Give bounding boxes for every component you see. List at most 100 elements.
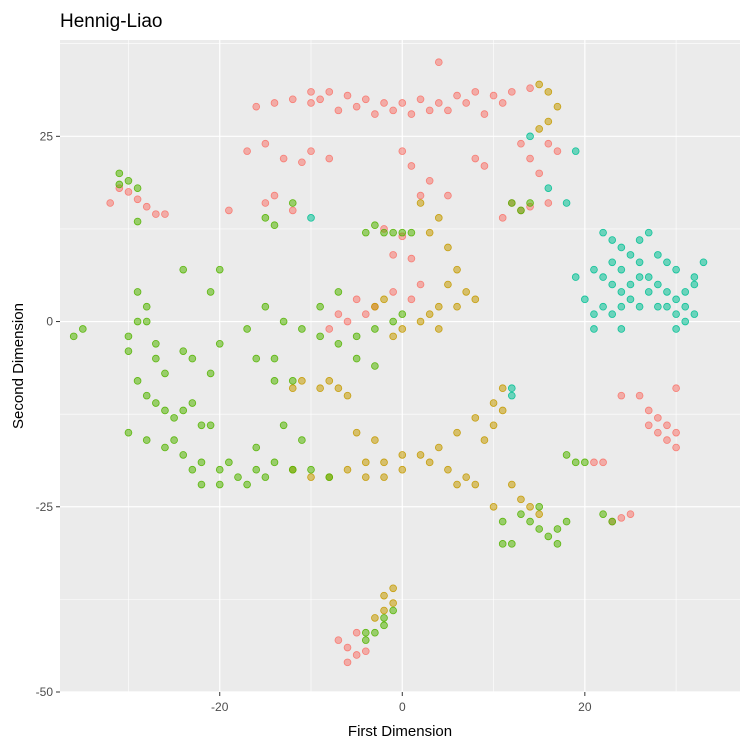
data-point-teal <box>681 317 690 326</box>
data-point-green <box>361 636 370 644</box>
data-point-olive <box>498 384 507 393</box>
data-point-teal <box>672 265 680 274</box>
data-point-salmon <box>307 99 315 107</box>
data-point-olive <box>444 465 452 474</box>
data-point-salmon <box>298 158 306 167</box>
data-point-green <box>371 628 379 637</box>
data-point-salmon <box>407 295 416 304</box>
data-point-teal <box>644 228 653 237</box>
y-axis-title: Second Dimension <box>10 303 27 429</box>
data-point-salmon <box>243 147 251 155</box>
data-point-teal <box>571 147 580 155</box>
data-point-salmon <box>261 139 270 148</box>
data-point-green <box>252 443 261 452</box>
data-point-teal <box>307 214 315 222</box>
data-point-salmon <box>672 443 680 452</box>
data-point-teal <box>663 258 671 267</box>
data-point-green <box>508 540 516 548</box>
data-point-olive <box>498 406 507 415</box>
data-point-olive <box>444 243 452 252</box>
data-point-salmon <box>489 91 498 100</box>
data-point-olive <box>553 102 562 111</box>
data-point-green <box>234 473 242 481</box>
data-point-green <box>325 473 334 481</box>
data-point-salmon <box>672 384 680 393</box>
y-tick-label: -50 <box>36 685 54 699</box>
data-point-teal <box>690 310 699 318</box>
data-point-green <box>288 465 297 474</box>
data-point-salmon <box>425 106 434 115</box>
data-point-olive <box>535 125 543 133</box>
data-point-salmon <box>635 391 644 400</box>
x-tick-label: 20 <box>578 700 592 714</box>
data-point-olive <box>371 614 379 622</box>
data-point-olive <box>453 480 461 489</box>
data-point-green <box>498 540 507 548</box>
data-point-salmon <box>225 206 233 215</box>
data-point-teal <box>508 391 516 400</box>
y-tick-label: 25 <box>40 129 54 143</box>
data-points <box>69 58 708 667</box>
data-point-salmon <box>416 280 425 289</box>
data-point-green <box>161 443 169 452</box>
data-point-green <box>206 288 215 296</box>
data-point-green <box>298 325 306 333</box>
data-point-green <box>270 354 279 363</box>
data-point-teal <box>508 384 516 393</box>
data-point-green <box>261 214 270 222</box>
data-point-teal <box>608 258 617 267</box>
plot-panel <box>60 40 740 692</box>
data-point-green <box>508 199 516 207</box>
data-point-green <box>571 458 580 467</box>
data-point-green <box>288 377 297 385</box>
data-point-green <box>197 458 206 467</box>
data-point-green <box>380 621 388 630</box>
data-point-green <box>562 451 571 459</box>
data-point-salmon <box>480 162 489 170</box>
data-point-teal <box>626 295 635 304</box>
data-point-teal <box>654 302 662 311</box>
data-point-green <box>581 458 589 467</box>
y-tick-label: 0 <box>46 315 53 329</box>
data-point-olive <box>416 451 425 459</box>
data-point-green <box>517 206 525 215</box>
data-point-olive <box>434 325 443 333</box>
data-point-green <box>288 199 297 207</box>
data-point-teal <box>590 265 598 274</box>
data-point-salmon <box>307 147 315 155</box>
data-point-salmon <box>553 147 562 155</box>
data-point-teal <box>663 302 671 311</box>
data-point-salmon <box>316 95 324 104</box>
data-point-teal <box>690 280 699 289</box>
data-point-green <box>389 317 397 326</box>
data-point-salmon <box>672 428 680 437</box>
data-point-green <box>152 339 160 348</box>
data-point-teal <box>562 199 571 207</box>
data-point-green <box>279 421 288 430</box>
data-point-green <box>407 228 416 237</box>
data-point-green <box>371 362 379 370</box>
data-point-salmon <box>444 106 452 115</box>
data-point-olive <box>434 443 443 452</box>
data-point-salmon <box>352 102 361 111</box>
data-point-green <box>562 517 571 526</box>
data-point-salmon <box>407 162 416 170</box>
data-point-teal <box>690 273 699 281</box>
data-point-salmon <box>617 391 626 400</box>
data-point-green <box>553 525 562 533</box>
data-point-green <box>170 436 178 444</box>
data-point-green <box>389 606 397 615</box>
data-point-olive <box>343 465 352 474</box>
data-point-salmon <box>663 421 671 430</box>
data-point-olive <box>535 510 543 518</box>
data-point-green <box>252 465 261 474</box>
data-point-salmon <box>590 458 598 467</box>
data-point-teal <box>699 258 708 267</box>
data-point-salmon <box>334 636 343 644</box>
data-point-salmon <box>654 428 662 437</box>
data-point-teal <box>654 280 662 289</box>
data-point-teal <box>644 288 653 296</box>
data-point-olive <box>462 288 470 296</box>
data-point-green <box>261 302 270 311</box>
data-point-olive <box>398 325 407 333</box>
